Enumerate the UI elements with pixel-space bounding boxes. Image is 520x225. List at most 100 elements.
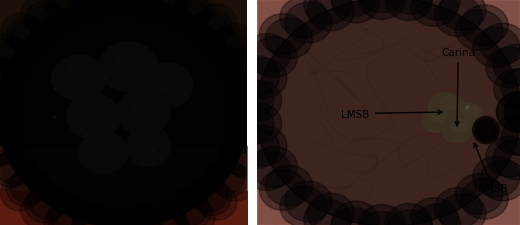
Circle shape (6, 18, 46, 54)
Circle shape (232, 56, 280, 97)
Ellipse shape (132, 97, 159, 119)
Circle shape (235, 104, 282, 144)
Circle shape (240, 126, 287, 166)
Circle shape (97, 0, 137, 18)
Circle shape (222, 48, 261, 84)
Ellipse shape (79, 133, 128, 173)
Circle shape (70, 0, 109, 11)
Circle shape (10, 21, 49, 57)
Polygon shape (0, 0, 247, 225)
Circle shape (284, 3, 332, 44)
Circle shape (456, 174, 503, 214)
Circle shape (486, 137, 520, 177)
Circle shape (243, 150, 291, 191)
Circle shape (21, 0, 60, 33)
Polygon shape (256, 0, 520, 225)
Circle shape (197, 184, 237, 220)
Circle shape (232, 94, 271, 130)
Circle shape (227, 80, 274, 121)
Circle shape (501, 116, 520, 157)
Circle shape (304, 199, 351, 225)
Circle shape (240, 58, 287, 99)
Ellipse shape (126, 126, 171, 166)
Circle shape (6, 171, 46, 207)
Circle shape (97, 0, 136, 7)
Circle shape (330, 208, 378, 225)
Circle shape (172, 0, 211, 31)
Circle shape (49, 196, 89, 225)
Circle shape (147, 200, 186, 225)
Circle shape (358, 211, 405, 225)
Circle shape (0, 59, 21, 95)
Circle shape (0, 82, 8, 118)
Circle shape (243, 34, 291, 75)
Circle shape (25, 187, 64, 223)
Circle shape (237, 70, 276, 106)
Circle shape (473, 157, 520, 197)
Circle shape (235, 81, 282, 121)
Circle shape (10, 168, 49, 204)
Circle shape (123, 210, 163, 225)
Circle shape (0, 57, 14, 93)
Circle shape (73, 0, 112, 22)
Circle shape (205, 30, 244, 66)
Circle shape (169, 0, 209, 35)
Circle shape (0, 107, 8, 143)
Circle shape (265, 166, 313, 206)
Circle shape (72, 208, 111, 225)
Circle shape (0, 155, 24, 191)
Circle shape (225, 117, 264, 153)
Circle shape (21, 192, 60, 225)
Circle shape (229, 46, 268, 82)
Circle shape (227, 94, 267, 130)
Circle shape (47, 0, 87, 25)
Circle shape (229, 71, 269, 107)
Circle shape (189, 13, 228, 49)
Circle shape (0, 130, 21, 166)
Circle shape (44, 0, 83, 19)
Circle shape (435, 188, 482, 225)
Circle shape (124, 217, 164, 225)
Circle shape (205, 159, 244, 195)
Circle shape (192, 10, 232, 46)
Circle shape (479, 24, 520, 65)
Polygon shape (0, 0, 250, 225)
Circle shape (501, 68, 520, 109)
Circle shape (148, 204, 188, 225)
Circle shape (473, 28, 520, 68)
Circle shape (304, 0, 351, 26)
Circle shape (0, 106, 20, 142)
Circle shape (97, 211, 137, 225)
Ellipse shape (440, 96, 458, 111)
Ellipse shape (68, 63, 95, 86)
Circle shape (209, 28, 249, 64)
Circle shape (97, 0, 137, 14)
Circle shape (259, 170, 307, 210)
Circle shape (493, 139, 520, 180)
Circle shape (479, 160, 520, 201)
Circle shape (332, 201, 380, 225)
Circle shape (1, 14, 40, 50)
Circle shape (47, 200, 87, 225)
Circle shape (25, 2, 64, 38)
Circle shape (215, 24, 255, 60)
Circle shape (0, 34, 24, 70)
Circle shape (176, 0, 215, 25)
Circle shape (229, 143, 268, 179)
Circle shape (97, 207, 137, 225)
Circle shape (176, 200, 215, 225)
Circle shape (192, 179, 232, 215)
Circle shape (280, 0, 327, 38)
Circle shape (250, 38, 297, 78)
Ellipse shape (116, 90, 171, 135)
Ellipse shape (144, 63, 193, 108)
Circle shape (28, 6, 68, 42)
Circle shape (0, 149, 35, 185)
Circle shape (49, 0, 89, 29)
Circle shape (215, 165, 255, 201)
Circle shape (0, 132, 14, 168)
Circle shape (217, 50, 257, 86)
Circle shape (232, 128, 280, 169)
Circle shape (504, 92, 520, 133)
Ellipse shape (473, 117, 499, 144)
